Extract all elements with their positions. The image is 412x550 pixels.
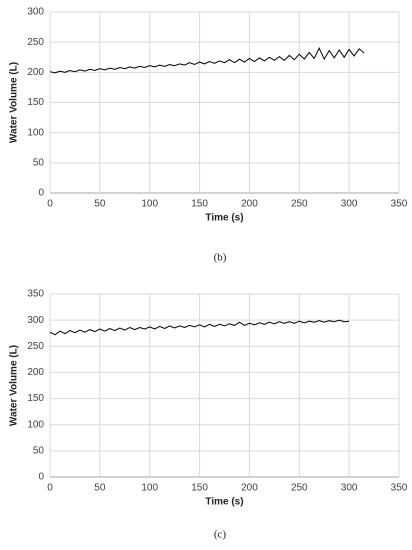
x-axis-title: Time (s) [205,497,243,508]
x-tick-label: 50 [94,199,106,210]
caption: (c) [214,529,227,541]
x-tick-label: 0 [47,483,53,494]
x-tick-label: 250 [291,199,308,210]
x-tick-label: 100 [141,483,158,494]
x-tick-label: 50 [94,483,106,494]
x-tick-label: 350 [391,199,408,210]
y-tick-label: 200 [27,67,44,78]
y-tick-label: 50 [33,445,45,456]
y-tick-label: 0 [38,188,44,199]
x-axis-title: Time (s) [205,213,243,224]
x-tick-label: 150 [191,199,208,210]
x-tick-label: 200 [241,483,258,494]
x-tick-label: 0 [47,199,53,210]
y-tick-label: 350 [27,289,44,300]
x-tick-label: 250 [291,483,308,494]
y-tick-label: 200 [27,367,44,378]
data-line [49,319,350,336]
x-tick-label: 150 [191,483,208,494]
y-tick-label: 250 [27,37,44,48]
x-tick-label: 200 [241,199,258,210]
x-tick-label: 300 [341,199,358,210]
y-tick-label: 300 [27,7,44,18]
x-tick-label: 100 [141,199,158,210]
y-tick-label: 300 [27,315,44,326]
y-tick-label: 150 [27,393,44,404]
data-line [49,47,365,74]
y-axis-title: Water Volume (L) [9,62,20,143]
caption: (b) [214,252,227,264]
x-tick-label: 300 [341,483,358,494]
x-tick-label: 350 [391,483,408,494]
y-tick-label: 150 [27,97,44,108]
y-tick-label: 50 [33,157,45,168]
y-axis-title: Water Volume (L) [9,345,20,426]
y-tick-label: 250 [27,341,44,352]
y-tick-label: 0 [38,472,44,483]
y-tick-label: 100 [27,127,44,138]
y-tick-label: 100 [27,419,44,430]
